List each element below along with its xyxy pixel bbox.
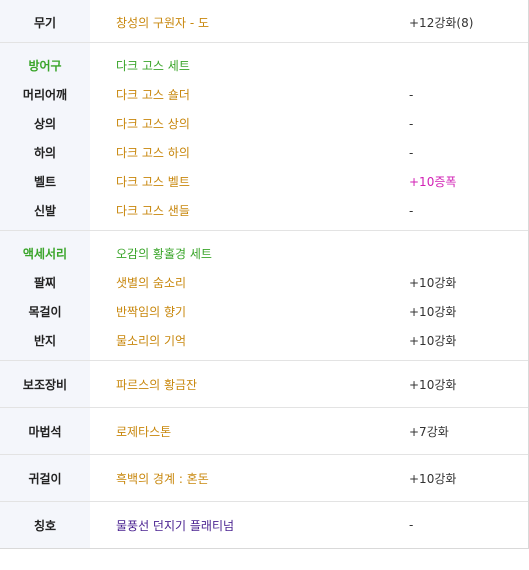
category-title: 칭호 (33, 518, 57, 533)
accessory-group: 액세서리 팔찌 목걸이 반지 오감의 황홀경 세트 샛별의 숨소리 +10강화 … (0, 231, 528, 361)
item-value: - (409, 116, 414, 131)
item-name[interactable]: 물소리의 기억 (116, 334, 187, 348)
item-value: - (409, 145, 414, 160)
category-shoulder: 머리어깨 (22, 88, 68, 102)
category-earring: 귀걸이 (28, 471, 62, 486)
set-name[interactable]: 오감의 황홀경 세트 (116, 247, 212, 261)
table-row: 물풍선 던지기 플래티넘 - (90, 502, 528, 548)
item-value: +12강화(8) (409, 16, 474, 30)
equipment-table: 무기 창성의 구원자 - 도 +12강화(8) 방어구 머리어깨 상의 하의 벨… (0, 0, 529, 549)
table-row: 창성의 구원자 - 도 +12강화(8) (90, 8, 528, 37)
item-name[interactable]: 다크 고스 벨트 (116, 175, 190, 189)
item-name[interactable]: 로제타스톤 (116, 424, 172, 439)
category-column: 칭호 (0, 502, 90, 548)
armor-group: 방어구 머리어깨 상의 하의 벨트 신발 다크 고스 세트 다크 고스 숄더 -… (0, 43, 528, 231)
category-magic-stone: 마법석 (28, 424, 62, 439)
category-column: 방어구 머리어깨 상의 하의 벨트 신발 (0, 43, 90, 230)
category-belt: 벨트 (33, 175, 57, 189)
table-row: 물소리의 기억 +10강화 (90, 326, 528, 355)
category-bottom: 하의 (33, 146, 57, 160)
table-row: 다크 고스 세트 (90, 51, 528, 80)
item-name[interactable]: 샛별의 숨소리 (116, 276, 187, 290)
item-value: +10강화 (409, 276, 457, 290)
item-value: +10증폭 (409, 175, 457, 189)
table-row: 다크 고스 벨트 +10증폭 (90, 167, 528, 196)
item-value: +10강화 (409, 334, 457, 348)
category-column: 귀걸이 (0, 455, 90, 501)
item-name[interactable]: 다크 고스 하의 (116, 146, 190, 160)
set-name[interactable]: 다크 고스 세트 (116, 59, 190, 73)
sub-equipment-group: 보조장비 파르스의 황금잔 +10강화 (0, 361, 528, 408)
item-value: - (409, 87, 414, 102)
item-value: +10강화 (409, 377, 457, 392)
item-value: - (409, 203, 414, 218)
table-row: 샛별의 숨소리 +10강화 (90, 268, 528, 297)
table-row: 로제타스톤 +7강화 (90, 408, 528, 454)
table-row: 다크 고스 숄더 - (90, 80, 528, 109)
magic-stone-group: 마법석 로제타스톤 +7강화 (0, 408, 528, 455)
table-row: 다크 고스 샌들 - (90, 196, 528, 225)
item-name[interactable]: 흑백의 경계 : 혼돈 (116, 471, 209, 486)
table-row: 다크 고스 상의 - (90, 109, 528, 138)
item-name[interactable]: 파르스의 황금잔 (116, 377, 198, 392)
item-name[interactable]: 다크 고스 샌들 (116, 204, 190, 218)
category-necklace: 목걸이 (28, 305, 62, 319)
category-accessory-set: 액세서리 (22, 247, 68, 261)
table-row: 오감의 황홀경 세트 (90, 239, 528, 268)
item-value: +10강화 (409, 471, 457, 486)
category-shoes: 신발 (33, 204, 57, 218)
item-name[interactable]: 물풍선 던지기 플래티넘 (116, 518, 235, 533)
item-value: +7강화 (409, 424, 449, 439)
category-bracelet: 팔찌 (33, 276, 57, 290)
earring-group: 귀걸이 흑백의 경계 : 혼돈 +10강화 (0, 455, 528, 502)
category-column: 마법석 (0, 408, 90, 454)
item-value: - (409, 518, 414, 532)
category-armor-set: 방어구 (28, 59, 62, 73)
table-row: 다크 고스 하의 - (90, 138, 528, 167)
item-value: +10강화 (409, 305, 457, 319)
table-row: 반짝임의 향기 +10강화 (90, 297, 528, 326)
category-ring: 반지 (33, 334, 57, 348)
category-sub-equipment: 보조장비 (22, 377, 68, 392)
item-name[interactable]: 창성의 구원자 - 도 (116, 16, 210, 30)
category-column: 액세서리 팔찌 목걸이 반지 (0, 231, 90, 360)
item-name[interactable]: 다크 고스 상의 (116, 117, 190, 131)
item-name[interactable]: 반짝임의 향기 (116, 305, 187, 319)
category-column: 무기 (0, 0, 90, 42)
category-column: 보조장비 (0, 361, 90, 407)
item-name[interactable]: 다크 고스 숄더 (116, 88, 190, 102)
title-group: 칭호 물풍선 던지기 플래티넘 - (0, 502, 528, 549)
category-top: 상의 (33, 117, 57, 131)
table-row: 파르스의 황금잔 +10강화 (90, 361, 528, 407)
weapon-group: 무기 창성의 구원자 - 도 +12강화(8) (0, 0, 528, 43)
category-weapon: 무기 (33, 16, 57, 30)
table-row: 흑백의 경계 : 혼돈 +10강화 (90, 455, 528, 501)
